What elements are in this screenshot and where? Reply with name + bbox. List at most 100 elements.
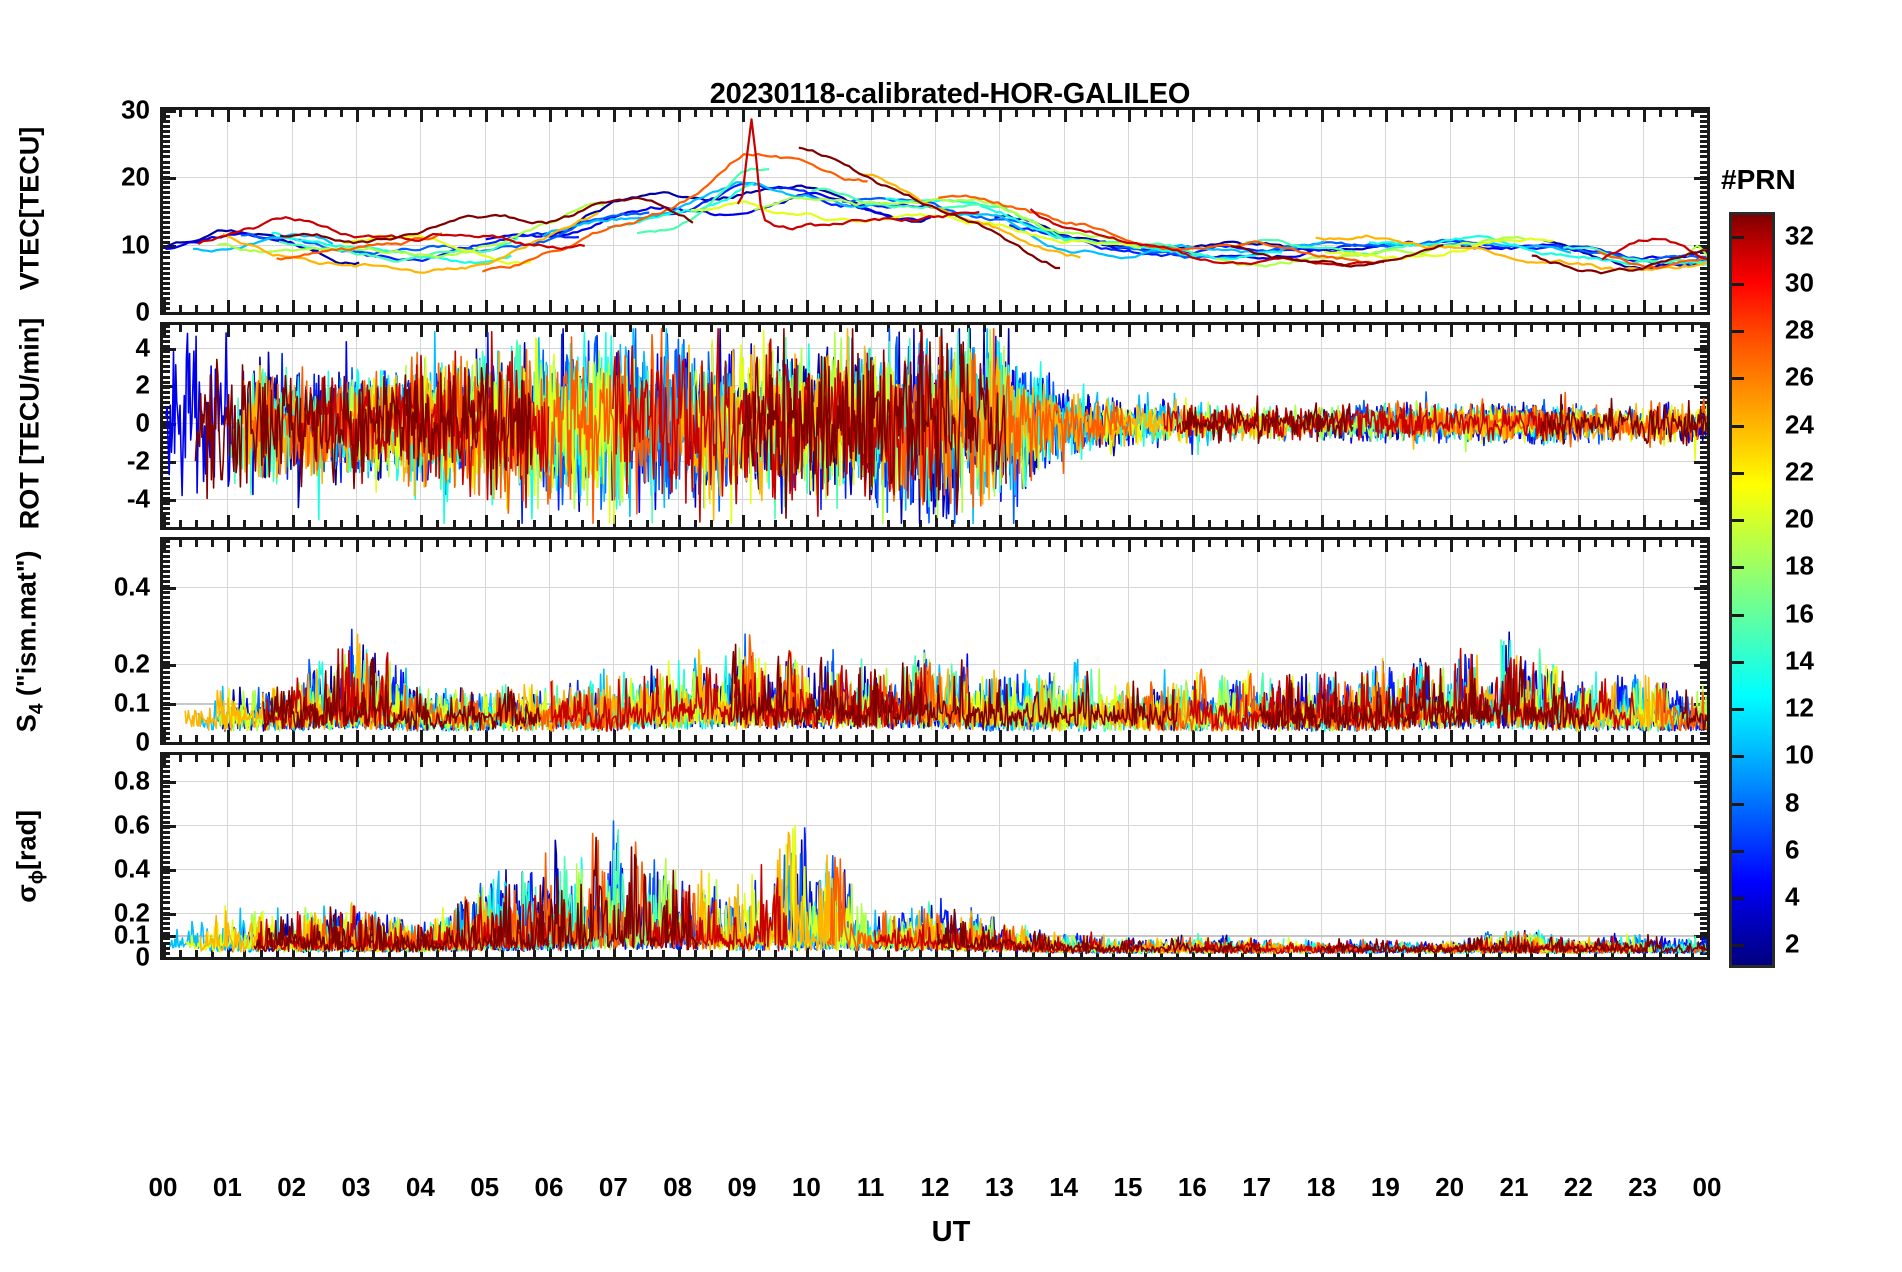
x-tick-minor	[1434, 325, 1437, 332]
x-tick-minor	[1305, 110, 1308, 117]
y-tick-minor	[1700, 545, 1707, 548]
trace-prn-27	[887, 328, 1132, 509]
gridline-horizontal	[163, 245, 1707, 246]
panel-vtec[interactable]	[160, 107, 1710, 315]
y-tick-minor	[163, 497, 170, 500]
x-tick-minor	[276, 735, 279, 742]
panel-sigma_phi[interactable]	[160, 752, 1710, 960]
colorbar[interactable]	[1729, 212, 1775, 968]
x-tick-minor	[597, 755, 600, 762]
x-tick-minor	[629, 540, 632, 547]
x-tick-minor	[260, 755, 263, 762]
y-tick-minor	[163, 176, 170, 179]
x-tick-label: 06	[534, 1172, 564, 1202]
y-tick-minor	[1700, 507, 1707, 510]
x-tick-minor	[1562, 735, 1565, 742]
x-tick-minor	[903, 520, 906, 527]
x-tick-minor	[694, 110, 697, 117]
x-tick-minor	[179, 755, 182, 762]
x-tick-major	[871, 540, 874, 552]
gridline-vertical	[871, 755, 872, 957]
y-tick-label: 0.4	[113, 853, 150, 884]
y-tick-minor	[163, 262, 170, 265]
x-tick-major	[292, 540, 295, 552]
x-tick-major	[1192, 325, 1195, 337]
x-tick-minor	[822, 110, 825, 117]
y-tick-minor	[1700, 912, 1707, 915]
x-tick-minor	[276, 755, 279, 762]
y-tick-minor	[1700, 512, 1707, 515]
x-tick-major	[227, 110, 230, 122]
y-tick-minor	[163, 381, 170, 384]
y-tick-label: -2	[126, 445, 150, 476]
trace-prn-24	[858, 173, 1081, 259]
x-tick-minor	[887, 325, 890, 332]
y-tick-minor	[163, 770, 170, 773]
x-tick-major	[1257, 325, 1260, 337]
x-tick-major	[1514, 300, 1517, 312]
x-tick-minor	[1530, 540, 1533, 547]
x-tick-minor	[919, 755, 922, 762]
x-tick-minor	[1112, 520, 1115, 527]
x-tick-minor	[855, 950, 858, 957]
x-tick-minor	[951, 950, 954, 957]
x-tick-minor	[1401, 305, 1404, 312]
y-tick-minor	[163, 636, 170, 639]
gridline-vertical	[678, 110, 679, 312]
y-tick-minor	[163, 922, 170, 925]
y-tick-minor	[1700, 795, 1707, 798]
gridline-vertical	[420, 110, 421, 312]
x-tick-minor	[646, 735, 649, 742]
gridline-vertical	[1643, 755, 1644, 957]
gridline-vertical	[1450, 540, 1451, 742]
x-tick-minor	[1434, 540, 1437, 547]
x-tick-minor	[774, 755, 777, 762]
x-tick-minor	[790, 305, 793, 312]
x-tick-major	[1064, 300, 1067, 312]
x-tick-minor	[1691, 950, 1694, 957]
y-tick-minor	[1700, 831, 1707, 834]
x-tick-minor	[1048, 110, 1051, 117]
x-tick-minor	[340, 305, 343, 312]
x-tick-minor	[1353, 325, 1356, 332]
x-tick-minor	[1353, 540, 1356, 547]
x-tick-minor	[195, 735, 198, 742]
panel-rot[interactable]	[160, 322, 1710, 530]
y-tick-minor	[163, 570, 170, 573]
x-tick-minor	[1112, 325, 1115, 332]
x-tick-major	[1385, 300, 1388, 312]
trace-prn-21	[1324, 237, 1554, 261]
y-tick-minor	[163, 790, 170, 793]
x-tick-minor	[243, 110, 246, 117]
panel-s4[interactable]	[160, 537, 1710, 745]
x-tick-minor	[1096, 110, 1099, 117]
x-tick-minor	[629, 305, 632, 312]
x-tick-label: 15	[1113, 1172, 1143, 1202]
x-tick-minor	[581, 110, 584, 117]
colorbar-tick-label: 28	[1785, 314, 1814, 345]
x-tick-minor	[919, 305, 922, 312]
gridline-vertical	[356, 540, 357, 742]
x-tick-minor	[1434, 520, 1437, 527]
x-tick-minor	[1160, 325, 1163, 332]
x-tick-minor	[1530, 110, 1533, 117]
y-tick-minor	[163, 780, 170, 783]
x-tick-major	[806, 540, 809, 552]
y-tick-minor	[163, 732, 170, 735]
x-tick-minor	[1369, 540, 1372, 547]
y-tick-minor	[163, 135, 170, 138]
x-tick-major	[292, 300, 295, 312]
gridline-vertical	[742, 540, 743, 742]
x-tick-minor	[179, 110, 182, 117]
x-tick-minor	[1627, 540, 1630, 547]
x-tick-minor	[565, 305, 568, 312]
colorbar-tick	[1732, 661, 1744, 664]
y-tick-label: 0	[135, 296, 150, 327]
x-tick-minor	[1241, 755, 1244, 762]
y-tick-minor	[1700, 881, 1707, 884]
gridline-vertical	[1257, 755, 1258, 957]
x-tick-major	[871, 110, 874, 122]
x-tick-minor	[1176, 520, 1179, 527]
x-tick-major	[163, 110, 166, 122]
x-tick-minor	[1048, 755, 1051, 762]
